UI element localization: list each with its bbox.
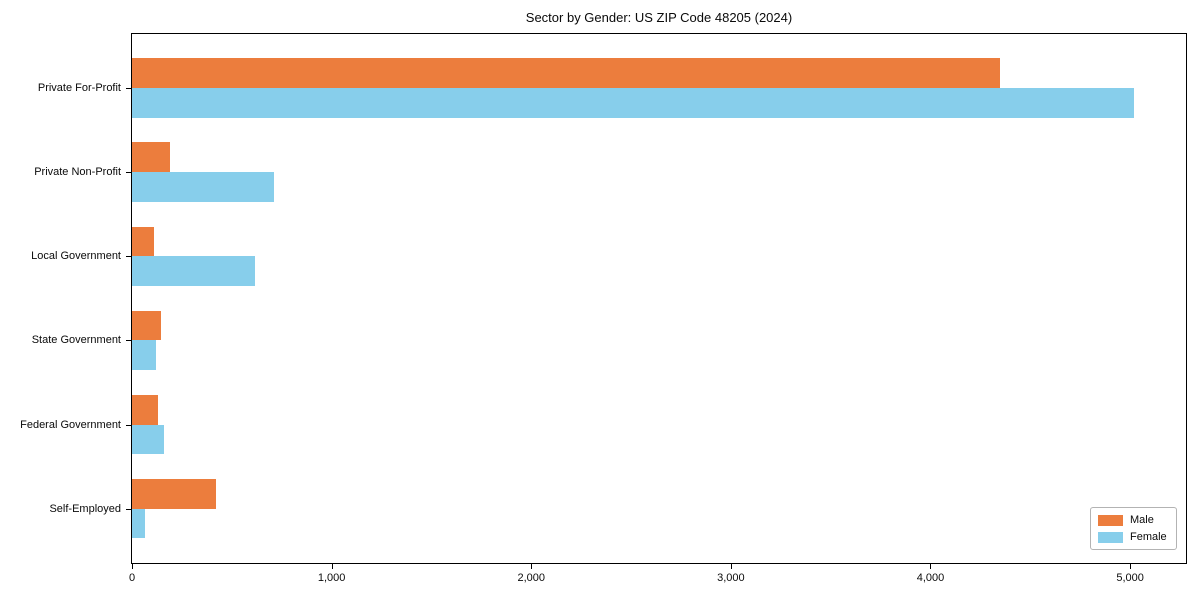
x-tick-label-0: 0 (128, 572, 136, 584)
y-tick-label-3: State Government (31, 334, 121, 347)
chart-title: Sector by Gender: US ZIP Code 48205 (202… (525, 10, 793, 25)
x-tick-4 (930, 564, 932, 569)
bar-female-3 (132, 340, 156, 371)
plot-area (131, 33, 1187, 564)
x-tick-label-2: 2,000 (517, 572, 545, 584)
bar-female-5 (132, 508, 145, 539)
bar-male-2 (132, 226, 154, 257)
y-tick-label-4: Federal Government (20, 418, 121, 431)
bar-male-0 (132, 58, 1001, 88)
x-tick-0 (132, 564, 133, 569)
x-tick-5 (1130, 564, 1132, 569)
bar-male-1 (132, 142, 170, 173)
x-tick-2 (531, 564, 533, 569)
legend-swatch-male-icon (1098, 514, 1123, 526)
bar-male-3 (132, 310, 161, 341)
bar-female-2 (132, 256, 255, 286)
x-tick-1 (331, 564, 333, 569)
x-tick-label-5: 5,000 (1116, 572, 1144, 584)
x-tick-label-1: 1,000 (317, 572, 346, 584)
x-tick-label-4: 4,000 (916, 572, 945, 584)
bar-female-4 (132, 424, 164, 455)
y-tick-label-5: Self-Employed (49, 502, 121, 515)
legend-label-male: Male (1130, 514, 1154, 526)
y-tick-label-1: Private Non-Profit (34, 166, 121, 179)
legend-swatch-female-icon (1098, 531, 1123, 543)
y-tick-label-2: Local Government (31, 250, 121, 263)
bar-male-5 (132, 479, 216, 509)
legend-label-female: Female (1130, 531, 1167, 543)
x-tick-3 (730, 564, 732, 569)
y-tick-label-0: Private For-Profit (37, 82, 121, 94)
bar-female-1 (132, 172, 274, 202)
legend-item-male: Male (1098, 514, 1169, 526)
bar-male-4 (132, 394, 158, 425)
x-tick-label-3: 3,000 (717, 572, 745, 584)
legend-item-female: Female (1098, 531, 1169, 543)
legend: Male Female (1090, 507, 1177, 550)
bar-female-0 (132, 88, 1135, 118)
